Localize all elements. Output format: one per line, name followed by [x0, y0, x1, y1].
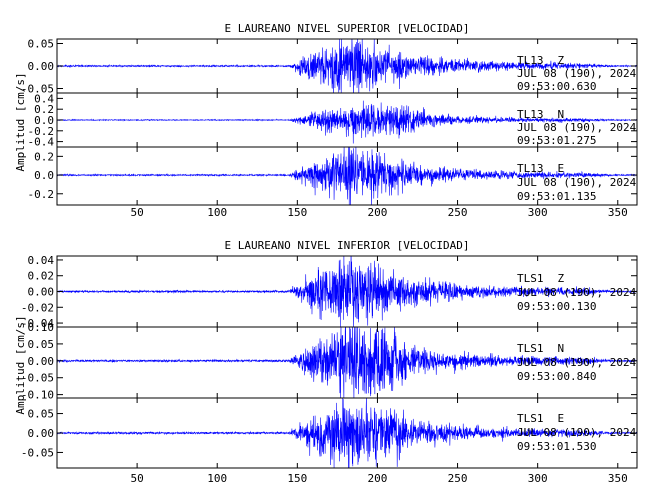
time-label: 09:53:01.530 [517, 440, 596, 453]
y-ticks: 0.40.20.0-0.2-0.4 [28, 92, 637, 149]
station-component-label: TL13 Z [517, 54, 565, 67]
y-axis-label: Amplitud [cm/s] [14, 315, 27, 414]
x-tick-label: 50 [130, 472, 143, 485]
y-ticks: 0.10 0.05 0.00 -0.05 -0.10 [21, 321, 637, 402]
station-component-label: TL13 E [517, 162, 564, 175]
x-tick-label: 300 [528, 472, 548, 485]
y-tick-label: 0.00 [28, 60, 55, 73]
waveform-trace [57, 327, 637, 398]
y-tick-label: 0.0 [34, 114, 54, 127]
y-tick-label: 0.2 [34, 103, 54, 116]
trace-panel-tls1-e: 0.05 0.00 -0.05 TLS1 E JUL 08 (190), 2024 0… [21, 397, 638, 469]
x-tick-label: 350 [608, 472, 628, 485]
y-tick-label: 0.02 [28, 270, 55, 283]
time-label: 09:53:00.840 [517, 370, 596, 383]
x-tick-label: 150 [287, 472, 307, 485]
y-tick-label: 0.00 [28, 286, 55, 299]
date-label: JUL 08 (190), 2024 [517, 286, 637, 299]
time-label: 09:53:01.275 [517, 134, 596, 147]
x-ticks [136, 39, 619, 93]
y-ticks: 0.05 0.00 -0.05 [21, 38, 637, 96]
y-tick-label: 0.00 [28, 355, 55, 368]
waveform-trace [57, 39, 637, 93]
y-tick-label: 0.04 [28, 254, 55, 267]
chart-title: E LAUREANO NIVEL INFERIOR [VELOCIDAD] [224, 239, 469, 252]
date-label: JUL 08 (190), 2024 [517, 121, 637, 134]
trace-panel-tls1-n: 0.10 0.05 0.00 -0.05 -0.10 TLS1 N JUL 08 (190… [21, 321, 638, 402]
chart-group-superior: E LAUREANO NIVEL SUPERIOR [VELOCIDAD] Am… [14, 22, 638, 219]
plot-frame [56, 146, 638, 206]
x-tick-label: 150 [287, 206, 307, 219]
x-ticks [136, 398, 619, 468]
x-tick-labels: 50 100 150 200 250 300 350 [130, 206, 627, 219]
time-label: 09:53:01.135 [517, 190, 596, 203]
chart-title: E LAUREANO NIVEL SUPERIOR [VELOCIDAD] [224, 22, 469, 35]
time-label: 09:53:00.630 [517, 80, 596, 93]
x-tick-label: 250 [448, 206, 468, 219]
y-tick-label: -0.4 [28, 136, 55, 149]
y-axis-label: Amplitud [cm/s] [14, 72, 27, 171]
y-tick-label: 0.10 [28, 321, 55, 334]
y-tick-label: -0.2 [28, 125, 55, 138]
date-label: JUL 08 (190), 2024 [517, 356, 637, 369]
station-component-label: TLS1 E [517, 412, 564, 425]
y-tick-label: -0.02 [21, 301, 54, 314]
y-tick-label: 0.00 [28, 427, 55, 440]
x-tick-label: 350 [608, 206, 628, 219]
y-tick-label: -0.05 [21, 446, 54, 459]
x-tick-labels: 50 100 150 200 250 300 350 [130, 472, 627, 485]
date-label: JUL 08 (190), 2024 [517, 67, 637, 80]
waveform-trace [57, 100, 637, 144]
x-ticks [136, 93, 619, 147]
y-tick-label: -0.2 [28, 188, 55, 201]
y-ticks: 0.2 0.0 -0.2 [28, 150, 637, 201]
x-ticks[interactable] [136, 147, 619, 205]
x-tick-label: 50 [130, 206, 143, 219]
x-ticks [136, 327, 619, 398]
y-tick-label: 0.05 [28, 38, 55, 51]
y-tick-label: 0.05 [28, 338, 55, 351]
date-label: JUL 08 (190), 2024 [517, 426, 637, 439]
y-ticks: 0.05 0.00 -0.05 [21, 408, 637, 459]
x-tick-label: 200 [368, 206, 388, 219]
x-tick-label: 300 [528, 206, 548, 219]
y-tick-label: 0.4 [34, 92, 54, 105]
trace-panel-tls1-z: 0.04 0.02 0.00 -0.02 -0.04 TLS1 Z JUL 08 (190… [21, 254, 638, 330]
x-tick-label: 200 [368, 472, 388, 485]
waveform-trace [57, 147, 637, 205]
y-ticks: 0.04 0.02 0.00 -0.02 -0.04 [21, 254, 637, 330]
station-component-label: TLS1 Z [517, 272, 565, 285]
station-component-label: TL13 N [517, 108, 564, 121]
y-tick-label: 0.05 [28, 408, 55, 421]
station-component-label: TLS1 N [517, 342, 564, 355]
waveform-trace [57, 256, 637, 327]
trace-panel-tl13-e: 0.2 0.0 -0.2 TL13 E JUL 08 (190), 2024 09:5… [28, 146, 638, 206]
y-tick-label: -0.05 [21, 83, 54, 96]
chart-group-inferior: E LAUREANO NIVEL INFERIOR [VELOCIDAD] Am… [14, 239, 638, 485]
x-tick-label: 100 [207, 472, 227, 485]
x-tick-label: 100 [207, 206, 227, 219]
y-tick-label: -0.05 [21, 372, 54, 385]
y-tick-label: -0.04 [21, 317, 54, 330]
date-label: JUL 08 (190), 2024 [517, 176, 637, 189]
y-tick-label: 0.0 [34, 169, 54, 182]
y-tick-label: 0.2 [34, 150, 54, 163]
time-label: 09:53:00.130 [517, 300, 596, 313]
x-ticks [136, 256, 619, 327]
x-tick-label: 250 [448, 472, 468, 485]
y-tick-label: -0.10 [21, 389, 54, 402]
